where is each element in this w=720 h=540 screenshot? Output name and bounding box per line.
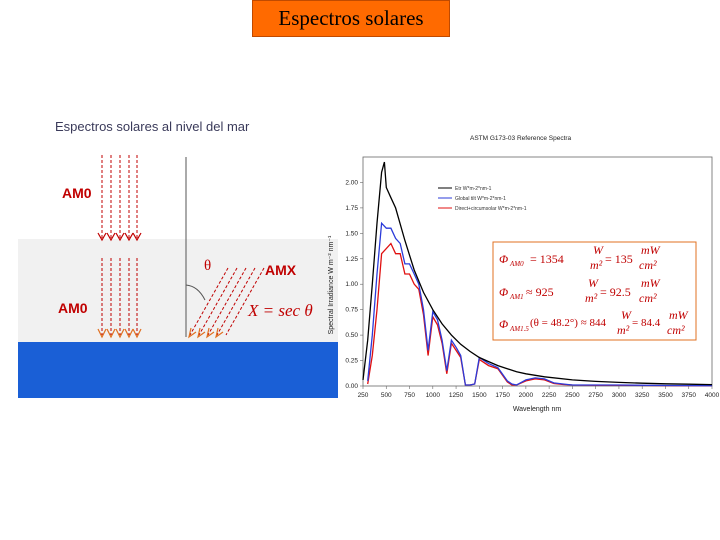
unit-w-den-1: m²	[590, 258, 603, 272]
x-tick-label: 1750	[495, 392, 510, 399]
y-tick-label: 0.75	[345, 307, 358, 314]
unit-w-num-1: W	[593, 243, 603, 257]
slide-title: Espectros solares	[252, 0, 450, 37]
y-tick-label: 1.00	[345, 281, 358, 288]
diagram-title: Espectros solares al nivel del mar	[55, 119, 250, 134]
unit-w-num-3: W	[621, 308, 631, 322]
x-tick-label: 500	[381, 392, 392, 399]
result-am1: = 92.5	[600, 285, 631, 299]
unit-mw-num-2: mW	[641, 276, 660, 290]
x-tick-label: 3500	[658, 392, 673, 399]
equation-am1: Φ AM1 ≈ 925 W m² = 92.5 mW cm²	[497, 276, 697, 307]
equation-am0: Φ AM0 = 1354 W m² = 135 mW cm²	[497, 243, 697, 274]
equations-box	[492, 241, 697, 341]
legend-entry: Etr W*m-2*nm-1	[455, 186, 492, 192]
x-tick-label: 750	[404, 392, 415, 399]
formula-airmass: X = sec θ	[248, 301, 313, 320]
x-tick-label: 1500	[472, 392, 487, 399]
y-tick-label: 1.75	[345, 205, 358, 212]
equation-am15: Φ AM1.5 (θ = 48.2°) ≈ 844 W m² = 84.4 mW…	[497, 308, 697, 339]
x-tick-label: 250	[358, 392, 369, 399]
sub-am1: AM1	[510, 293, 524, 301]
unit-mw-num-1: mW	[641, 243, 660, 257]
series-line	[362, 161, 713, 386]
amx-arrows	[189, 267, 265, 336]
x-tick-label: 4000	[705, 392, 720, 399]
result-am0: = 135	[605, 252, 633, 266]
amx-arrowheads	[188, 327, 224, 339]
value-am15: (θ = 48.2°) ≈ 844	[530, 317, 606, 329]
x-tick-label: 2000	[519, 392, 534, 399]
unit-w-num-2: W	[588, 276, 598, 290]
chart-title: ASTM G173-03 Reference Spectra	[470, 135, 572, 142]
am0-arrows-top	[101, 155, 138, 335]
label-am0-bottom: AM0	[58, 300, 88, 316]
x-tick-label: 3750	[681, 392, 696, 399]
y-tick-label: 1.50	[345, 230, 358, 237]
x-tick-label: 3000	[612, 392, 627, 399]
y-tick-label: 0.00	[345, 383, 358, 390]
label-am0-top: AM0	[62, 185, 92, 201]
unit-mw-den-2: cm²	[639, 291, 657, 305]
label-amx: AMX	[265, 262, 297, 278]
x-tick-label: 2750	[588, 392, 603, 399]
y-tick-label: 2.00	[345, 179, 358, 186]
series-line	[367, 221, 713, 387]
sea-band	[18, 342, 338, 398]
x-tick-label: 1000	[426, 392, 441, 399]
value-am1: ≈ 925	[526, 285, 554, 299]
unit-w-den-2: m²	[585, 291, 598, 305]
angle-arc	[185, 284, 206, 301]
x-tick-label: 1250	[449, 392, 464, 399]
series-line	[367, 242, 713, 387]
sub-am0: AM0	[510, 260, 524, 268]
x-axis-label: Wavelength nm	[513, 406, 562, 413]
unit-w-den-3: m²	[617, 323, 630, 337]
x-tick-label: 2500	[565, 392, 580, 399]
sub-am15: AM1.5	[510, 325, 529, 333]
unit-mw-den-1: cm²	[639, 258, 657, 272]
legend-entry: Global tilt W*m-2*nm-1	[455, 196, 506, 202]
phi-am1: Φ	[499, 285, 509, 299]
unit-mw-den-3: cm²	[667, 323, 685, 337]
label-theta: θ	[204, 258, 212, 274]
y-tick-label: 0.25	[345, 358, 358, 365]
y-axis-label: Spectral Irradiance W m⁻² nm⁻¹	[328, 235, 335, 334]
x-tick-label: 2250	[542, 392, 557, 399]
x-tick-label: 3250	[635, 392, 650, 399]
am0-arrowheads	[97, 232, 142, 339]
atmosphere-band	[18, 239, 338, 342]
value-am0: = 1354	[530, 252, 564, 266]
y-tick-label: 0.50	[345, 332, 358, 339]
unit-mw-num-3: mW	[669, 308, 688, 322]
phi-am15: Φ	[499, 317, 509, 331]
y-tick-label: 1.25	[345, 256, 358, 263]
phi-am0: Φ	[499, 252, 509, 266]
legend-entry: Direct+circumsolar W*m-2*nm-1	[455, 206, 527, 212]
result-am15: = 84.4	[632, 317, 661, 329]
